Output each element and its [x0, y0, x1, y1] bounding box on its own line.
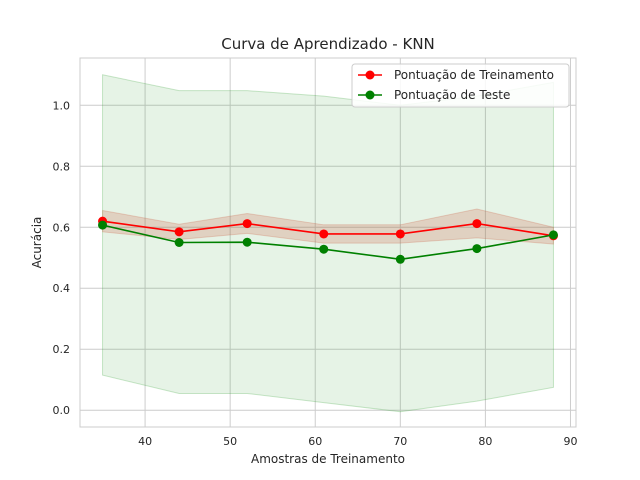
- confidence-bands: [102, 74, 554, 413]
- test-score-point: [395, 254, 405, 264]
- plot-frame: [79, 57, 577, 428]
- training-score-point: [472, 219, 482, 229]
- legend-label: Pontuação de Teste: [394, 88, 510, 102]
- x-tick-label: 40: [138, 435, 152, 448]
- plot-area: [80, 58, 576, 427]
- y-tick-label: 1.0: [53, 99, 71, 112]
- training-score-point: [395, 229, 405, 239]
- training-score-band: [102, 208, 554, 245]
- x-tick-label: 90: [563, 435, 577, 448]
- series-lines: [98, 216, 558, 264]
- x-tick-label: 60: [308, 435, 322, 448]
- chart-title: Curva de Aprendizado - KNN: [221, 35, 435, 53]
- x-tick-label: 50: [223, 435, 237, 448]
- y-tick-label: 0.6: [53, 221, 71, 234]
- legend-box: [351, 63, 570, 108]
- test-score-point: [174, 238, 184, 247]
- y-tick-label: 0.0: [53, 404, 71, 417]
- legend-marker: [365, 90, 375, 100]
- legend-marker: [365, 70, 375, 80]
- x-tick-label: 70: [393, 435, 407, 448]
- y-axis-label: Acurácia: [30, 217, 44, 269]
- test-score-point: [319, 244, 329, 254]
- x-axis-label: Amostras de Treinamento: [251, 452, 405, 466]
- x-tick-label: 80: [478, 435, 492, 448]
- y-tick-label: 0.4: [53, 282, 71, 295]
- test-score-point: [472, 244, 482, 254]
- test-score-point: [98, 220, 108, 230]
- tick-labels: 40 50 60 70 80 90 0.0 0.2 0.4 0.6 0.8 1.0: [53, 99, 578, 448]
- y-tick-label: 0.8: [53, 160, 71, 173]
- test-score-point: [548, 230, 558, 240]
- legend-label: Pontuação de Treinamento: [394, 68, 554, 82]
- training-score-point: [242, 219, 252, 229]
- training-score-point: [174, 227, 184, 237]
- training-score-point: [319, 229, 329, 239]
- test-score-point: [242, 237, 252, 247]
- legend: Pontuação de Treinamento Pontuação de Tes…: [351, 63, 570, 108]
- test-score-band: [102, 74, 554, 413]
- y-tick-label: 0.2: [53, 343, 71, 356]
